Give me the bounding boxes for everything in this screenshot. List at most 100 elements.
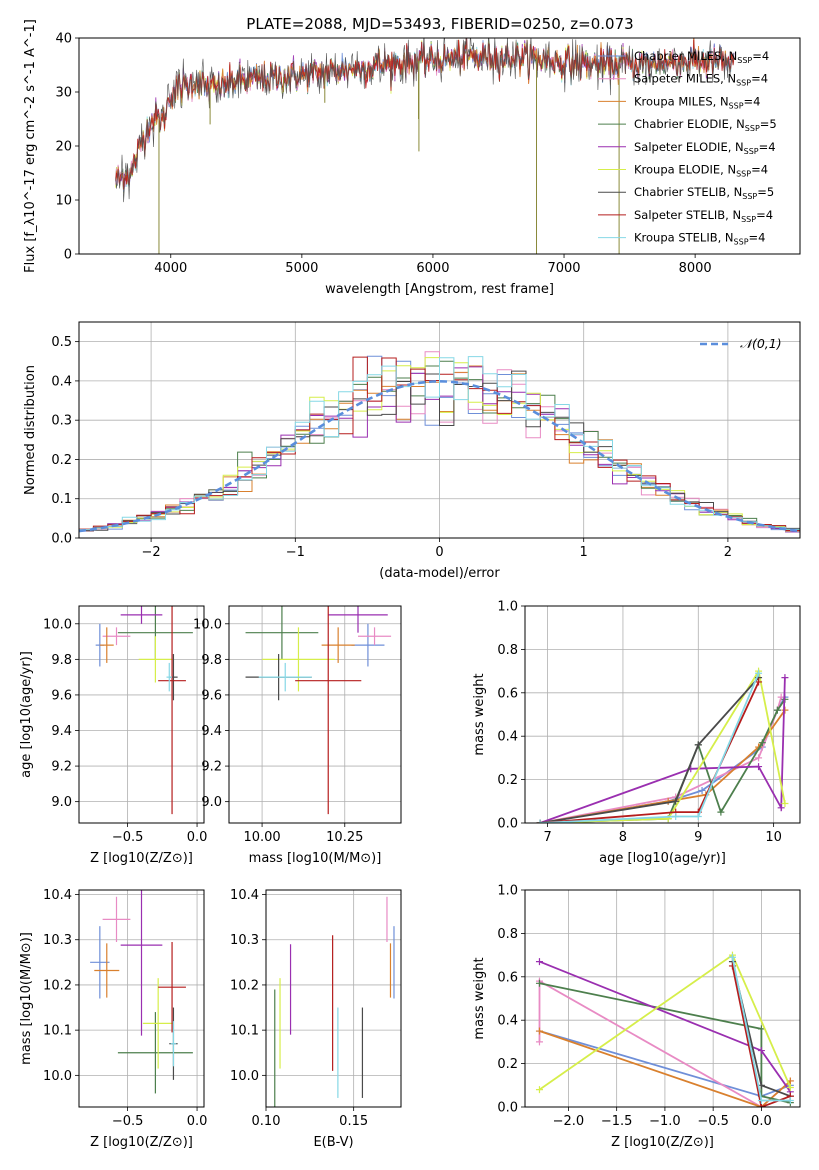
spectrum-legend: Chabrier MILES, NSSP=4 Salpeter MILES, NS… <box>598 49 777 247</box>
weight-marker <box>755 754 763 762</box>
weight-marker <box>728 953 736 961</box>
weight-marker <box>781 674 789 682</box>
legend-label: Chabrier ELODIE, NSSP=5 <box>634 117 777 133</box>
x-tick-label: 0.0 <box>751 1114 772 1129</box>
y-tick-label: 9.2 <box>51 760 72 775</box>
x-tick-label: 9 <box>694 830 702 845</box>
y-tick-label: 9.0 <box>201 795 222 810</box>
axes-frame <box>524 605 801 824</box>
y-tick-label: 40 <box>55 32 72 47</box>
x-axis-label: Z [log10(Z/Z⊙)] <box>90 851 193 866</box>
errorbar-kroupa_miles <box>94 943 120 998</box>
y-tick-label: 0.4 <box>497 1014 518 1029</box>
weight-marker <box>535 1086 543 1094</box>
weight-line <box>540 668 786 823</box>
y-tick-label: 10.3 <box>43 933 72 948</box>
x-tick-label: −0.5 <box>112 830 144 845</box>
y-tick-label: 10.0 <box>43 617 72 632</box>
weight-line <box>539 676 760 823</box>
figure-title: PLATE=2088, MJD=53493, FIBERID=0250, z=0… <box>246 15 633 33</box>
weight-marker <box>786 1083 794 1091</box>
y-tick-label: 0.0 <box>497 817 518 832</box>
y-axis-label: age [log10(age/yr)] <box>19 651 34 778</box>
weight-marker <box>755 763 763 771</box>
y-tick-label: 9.8 <box>51 653 72 668</box>
y-tick-label: 0.2 <box>51 453 72 468</box>
weight-marker <box>535 1027 543 1035</box>
x-tick-label: 10.00 <box>243 830 280 845</box>
x-tick-label: 1 <box>580 545 588 560</box>
weight-line <box>540 698 786 823</box>
errorbar-salpeter_elodie <box>120 890 163 1036</box>
errorbar-salpeter_miles <box>102 896 131 942</box>
weight-marker <box>757 1025 765 1033</box>
errorbar-chabrier_elodie <box>117 1012 193 1094</box>
errorbar-kroupa_elodie <box>138 636 173 683</box>
y-tick-label: 0.3 <box>51 414 72 429</box>
weight-marker <box>717 808 725 816</box>
weight-marker <box>757 1096 765 1104</box>
x-tick-label: 10 <box>765 830 782 845</box>
y-tick-label: 9.4 <box>51 724 72 739</box>
x-axis-label: Z [log10(Z/Z⊙)] <box>90 1135 193 1150</box>
x-tick-label: 5000 <box>285 261 318 276</box>
x-tick-label: 7 <box>543 830 551 845</box>
weight-marker <box>535 1038 543 1046</box>
x-tick-label: 0 <box>435 545 443 560</box>
x-tick-label: −0.5 <box>697 1114 729 1129</box>
weight-series-salpeter_miles <box>536 693 785 823</box>
legend-label: 𝒩(0,1) <box>740 336 782 351</box>
legend-label: Kroupa ELODIE, NSSP=4 <box>634 163 768 179</box>
y-tick-label: 0.6 <box>497 970 518 985</box>
y-tick-label: 0.6 <box>497 686 518 701</box>
errorbar-salpeter_stelib <box>158 606 186 815</box>
panel-z_age: −0.5 0.0 9.0 9.2 9.4 9.6 9.8 10.0 Z [log10(Z/Z⊙)… <box>19 605 207 866</box>
x-tick-label: −1 <box>286 545 305 560</box>
y-tick-label: 0.8 <box>497 927 518 942</box>
y-tick-label: 0.5 <box>51 335 72 350</box>
axes-frame <box>265 889 402 1108</box>
x-tick-label: −1.0 <box>649 1114 681 1129</box>
y-tick-label: 9.0 <box>51 795 72 810</box>
weight-marker <box>672 812 680 820</box>
y-tick-label: 0 <box>64 248 72 263</box>
y-tick-label: 30 <box>55 86 72 101</box>
x-tick-label: −1.5 <box>601 1114 633 1129</box>
x-tick-label: 10.25 <box>326 830 363 845</box>
y-tick-label: 9.4 <box>201 724 222 739</box>
errorbar-kroupa_miles <box>99 627 114 663</box>
y-tick-label: 10 <box>55 194 72 209</box>
x-tick-label: 0.15 <box>339 1114 368 1129</box>
errorbar-salpeter_miles <box>358 627 392 646</box>
y-axis-label: mass weight <box>472 957 487 1039</box>
x-tick-label: 0.0 <box>187 1114 208 1129</box>
y-tick-label: 0.0 <box>497 1101 518 1116</box>
x-tick-label: 8 <box>619 830 627 845</box>
legend-label: Kroupa STELIB, NSSP=4 <box>634 231 765 247</box>
weight-marker <box>535 958 543 966</box>
x-axis-label: age [log10(age/yr)] <box>599 851 726 866</box>
weight-marker <box>773 706 781 714</box>
errorbar-kroupa_stelib <box>258 662 312 692</box>
legend-label: Chabrier MILES, NSSP=4 <box>634 49 769 65</box>
plot-area <box>95 606 193 815</box>
weight-marker <box>694 741 702 749</box>
y-tick-label: 10.1 <box>43 1024 72 1039</box>
weight-marker <box>698 786 706 794</box>
axes-frame <box>78 889 205 1108</box>
panel-ebv_mass: 0.10 0.15 10.0 10.1 10.2 10.3 10.4 E(B-V) <box>230 888 402 1150</box>
weight-marker <box>757 1047 765 1055</box>
panel-z_weight: −2.0 −1.5 −1.0 −0.5 0.0 0.0 0.2 0.4 0.6 0.8 1.0 Z [… <box>472 884 801 1150</box>
y-axis-label: Normed distribution <box>23 365 38 495</box>
plot-area <box>274 896 395 1107</box>
weight-line <box>539 1030 792 1107</box>
weight-marker <box>777 804 785 812</box>
y-axis-label: mass [log10(M/M⊙)] <box>19 932 34 1065</box>
y-axis-label: mass weight <box>472 673 487 755</box>
legend-label: Kroupa MILES, NSSP=4 <box>634 94 760 110</box>
x-tick-label: 4000 <box>154 261 187 276</box>
x-axis-label: mass [log10(M/M⊙)] <box>249 851 382 866</box>
plot-area <box>245 606 392 815</box>
y-tick-label: 10.2 <box>43 978 72 993</box>
